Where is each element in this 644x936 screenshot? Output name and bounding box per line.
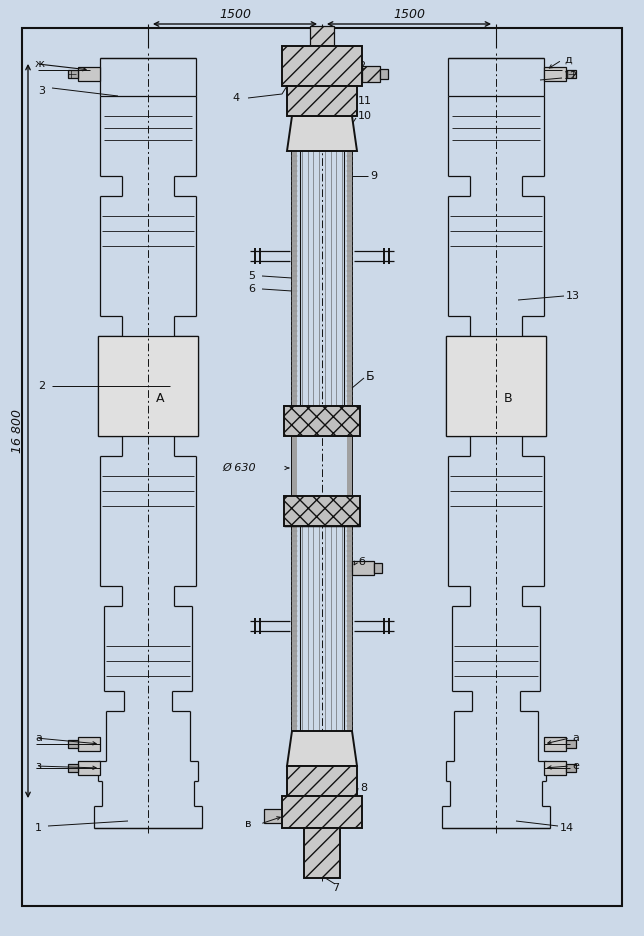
Text: 13: 13 bbox=[566, 291, 580, 301]
Bar bbox=[347, 526, 352, 731]
Polygon shape bbox=[287, 731, 357, 766]
Text: 2: 2 bbox=[38, 381, 45, 391]
Bar bbox=[264, 809, 282, 823]
Bar bbox=[98, 336, 198, 436]
Polygon shape bbox=[284, 406, 360, 436]
Bar bbox=[304, 828, 340, 878]
Bar bbox=[566, 740, 576, 748]
Text: Б: Б bbox=[366, 370, 375, 383]
Bar bbox=[68, 70, 78, 78]
Text: А: А bbox=[156, 391, 164, 404]
Text: 10: 10 bbox=[358, 111, 372, 121]
Text: В: В bbox=[504, 391, 513, 404]
Bar bbox=[287, 766, 357, 796]
Bar bbox=[284, 406, 360, 436]
Text: д: д bbox=[564, 55, 572, 65]
Bar bbox=[544, 761, 566, 775]
Bar bbox=[282, 46, 362, 86]
Text: 12: 12 bbox=[564, 71, 578, 81]
Bar bbox=[347, 151, 352, 406]
Bar bbox=[292, 436, 297, 496]
Bar bbox=[566, 764, 576, 772]
Text: 1: 1 bbox=[35, 823, 42, 833]
Bar bbox=[362, 66, 380, 82]
Text: 6: 6 bbox=[248, 284, 255, 294]
Text: 5: 5 bbox=[248, 271, 255, 281]
Text: а: а bbox=[35, 733, 42, 743]
Bar bbox=[284, 496, 360, 526]
Bar bbox=[287, 86, 357, 116]
Text: Ø 630: Ø 630 bbox=[222, 463, 256, 473]
Text: ж: ж bbox=[35, 59, 45, 69]
Text: 16 800: 16 800 bbox=[11, 409, 24, 453]
Bar bbox=[380, 69, 388, 79]
Text: 14: 14 bbox=[560, 823, 574, 833]
Text: 7: 7 bbox=[332, 883, 339, 893]
Text: 2: 2 bbox=[358, 61, 365, 71]
Bar bbox=[446, 336, 546, 436]
Polygon shape bbox=[287, 116, 357, 151]
Text: з: з bbox=[35, 761, 41, 771]
Bar bbox=[68, 740, 78, 748]
Bar bbox=[544, 737, 566, 751]
Bar bbox=[68, 764, 78, 772]
Bar bbox=[292, 151, 297, 406]
Bar bbox=[374, 563, 382, 573]
Text: 3: 3 bbox=[38, 86, 45, 96]
Text: е: е bbox=[572, 761, 579, 771]
Bar bbox=[292, 526, 297, 731]
Bar bbox=[347, 436, 352, 496]
Bar bbox=[310, 26, 334, 46]
Text: а: а bbox=[572, 733, 579, 743]
Bar bbox=[544, 67, 566, 81]
Text: в: в bbox=[245, 819, 252, 829]
Text: 11: 11 bbox=[358, 96, 372, 106]
Bar bbox=[78, 761, 100, 775]
Text: 1500: 1500 bbox=[219, 7, 251, 21]
Bar bbox=[282, 796, 362, 828]
Text: 8: 8 bbox=[360, 783, 367, 793]
Bar bbox=[566, 70, 576, 78]
Bar bbox=[352, 561, 374, 575]
Bar bbox=[78, 737, 100, 751]
Bar bbox=[78, 67, 100, 81]
Text: 1500: 1500 bbox=[393, 7, 425, 21]
Text: б: б bbox=[358, 557, 365, 567]
Text: 4: 4 bbox=[232, 93, 239, 103]
Text: 9: 9 bbox=[370, 171, 377, 181]
